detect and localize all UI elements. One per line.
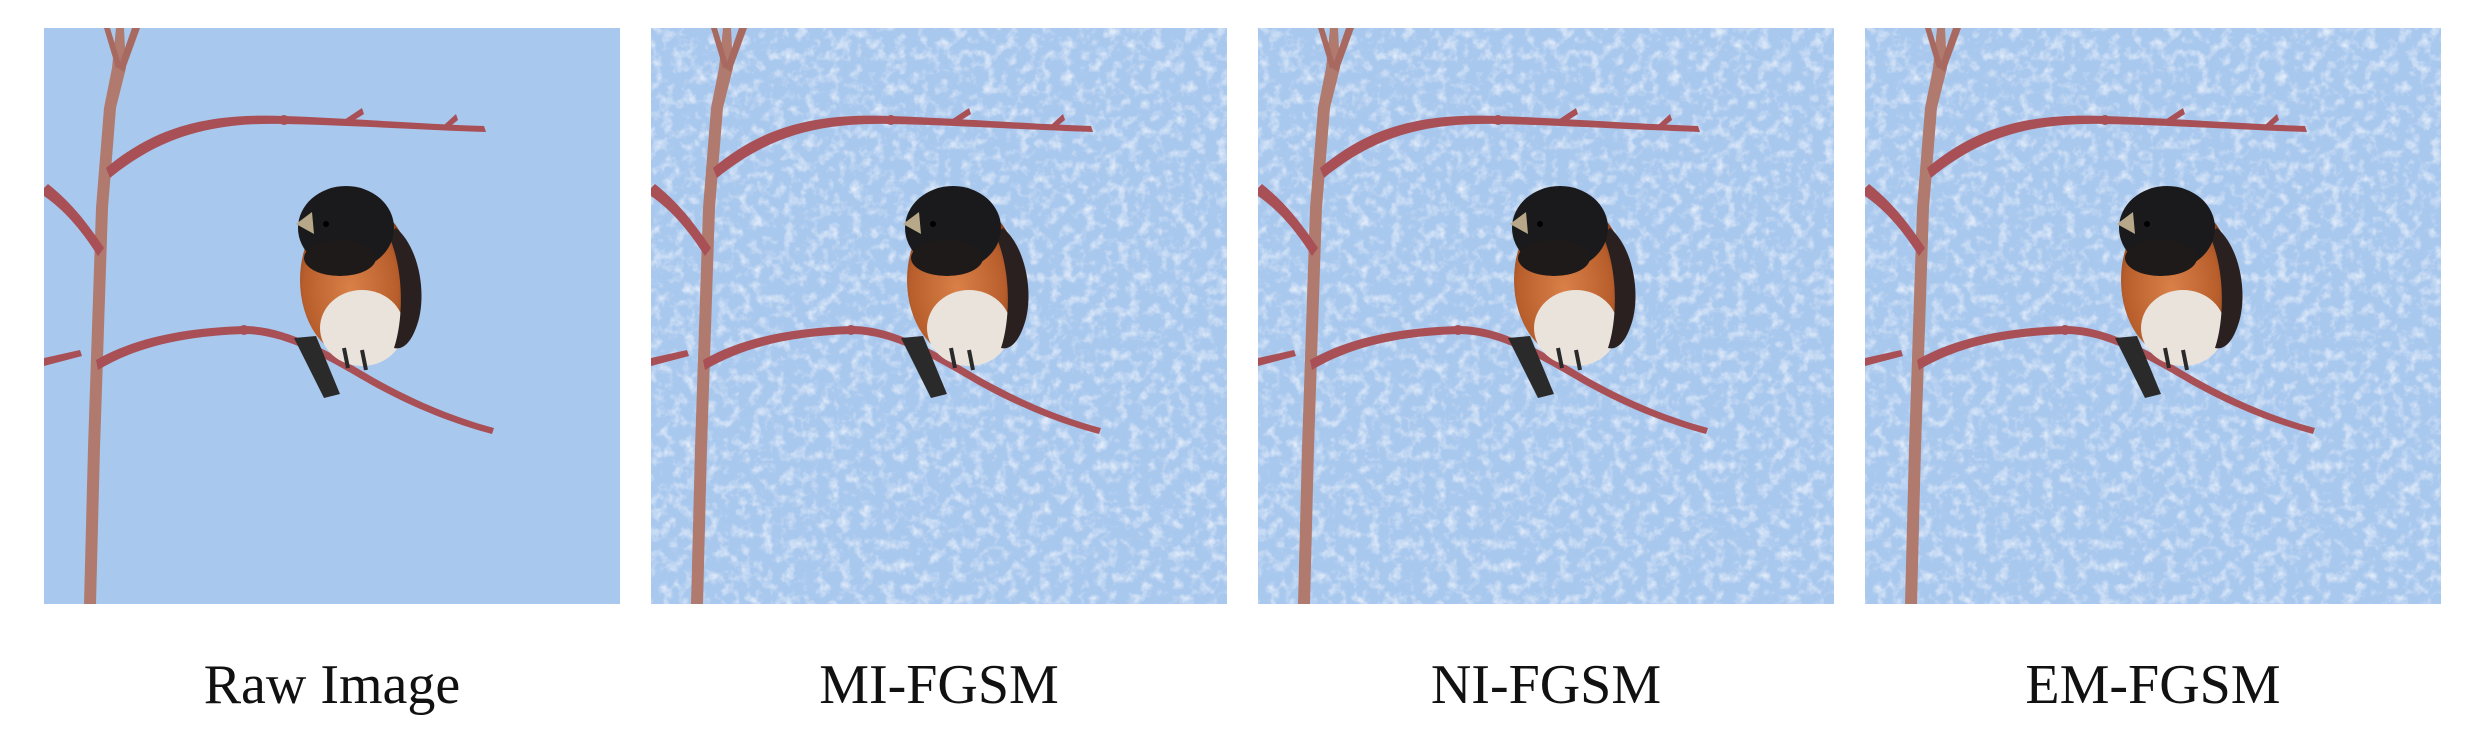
bird-photo-mi-fgsm (651, 28, 1227, 604)
caption-ni-fgsm: NI-FGSM (1258, 650, 1834, 720)
bird-photo-em-fgsm (1865, 28, 2441, 604)
caption-em-fgsm: EM-FGSM (1865, 650, 2441, 720)
ni-fgsm-panel (1258, 28, 1834, 604)
bird-photo-raw (44, 28, 620, 604)
caption-mi-fgsm: MI-FGSM (651, 650, 1227, 720)
caption-raw-image: Raw Image (44, 650, 620, 720)
em-fgsm-panel (1865, 28, 2441, 604)
raw-image-panel (44, 28, 620, 604)
mi-fgsm-panel (651, 28, 1227, 604)
bird-photo-ni-fgsm (1258, 28, 1834, 604)
